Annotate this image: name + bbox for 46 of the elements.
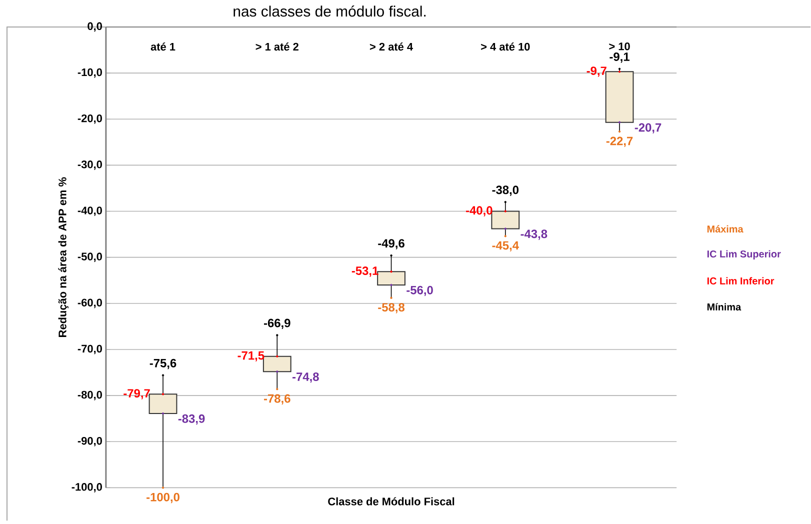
text: IC Lim Inferior: [707, 277, 774, 285]
candlestick: [377, 255, 406, 298]
y-tick-label: -20,0: [78, 114, 102, 124]
data-label: -83,9: [178, 414, 205, 425]
data-label: -100,0: [146, 493, 180, 504]
y-tick-label: -10,0: [78, 68, 102, 78]
data-label: -74,8: [292, 372, 319, 383]
x-tick-label: > 4 até 10: [481, 42, 530, 51]
y-tick-label: -50,0: [78, 252, 102, 262]
y-tick-label: -80,0: [78, 391, 102, 400]
candlestick: [262, 334, 292, 390]
data-label: -78,6: [264, 394, 290, 405]
data-label: -71,5: [238, 352, 264, 362]
y-tick-label: -40,0: [78, 206, 102, 216]
chart-title: nas classes de módulo fiscal.: [234, 6, 426, 17]
data-label: -22,7: [606, 136, 633, 148]
y-tick-label: -100,0: [72, 483, 102, 493]
data-label: -43,8: [520, 230, 548, 240]
data-label: -9,1: [610, 52, 630, 63]
data-label: -49,6: [378, 239, 404, 250]
y-tick-label: -70,0: [78, 344, 102, 354]
x-tick-label: > 1 até 2: [256, 42, 298, 51]
data-label: -75,6: [150, 359, 176, 370]
x-tick-label: > 2 até 4: [370, 42, 413, 51]
data-label: -9,7: [586, 66, 606, 77]
data-label: -79,7: [124, 389, 150, 400]
y-tick-label: 0,0: [88, 22, 102, 32]
data-label: -20,7: [634, 123, 662, 134]
y-tick-label: -60,0: [78, 298, 102, 308]
data-label: -58,8: [378, 303, 405, 314]
text: Mínima: [707, 303, 742, 311]
data-label: -53,1: [352, 266, 378, 277]
text: Máxima: [707, 225, 744, 233]
text: IC Lim Superior: [707, 250, 781, 260]
candlestick: [148, 375, 178, 488]
y-tick-label: -30,0: [78, 160, 102, 170]
y-axis-title: Redução na área de APP em %: [58, 177, 69, 338]
data-label: -66,9: [264, 318, 290, 330]
x-tick-label: > 10: [609, 42, 630, 50]
data-label: -56,0: [406, 286, 433, 296]
y-tick-label: -90,0: [78, 437, 102, 446]
data-label: -38,0: [492, 186, 519, 196]
data-label: -45,4: [492, 241, 519, 252]
x-axis-title: Classe de Módulo Fiscal: [328, 497, 454, 506]
data-label: -40,0: [466, 206, 492, 217]
x-tick-label: até 1: [150, 42, 176, 51]
